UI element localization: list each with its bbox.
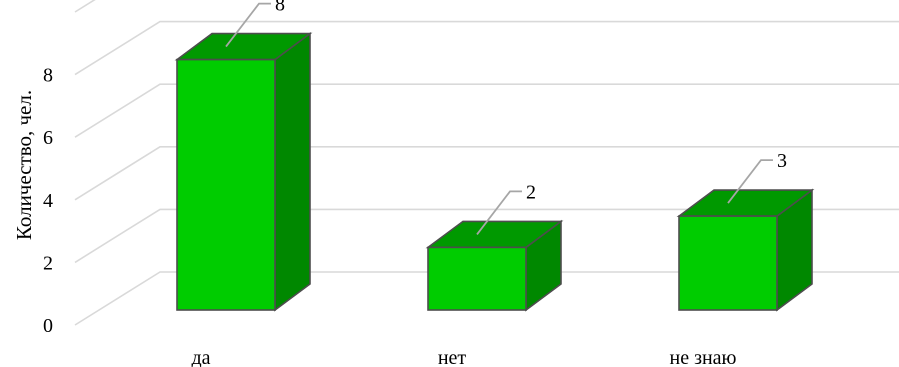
y-tick-label: 6 [43, 127, 53, 149]
bar-side [274, 32, 311, 312]
y-tick-label: 8 [43, 65, 53, 87]
x-category-label: нет [438, 347, 467, 367]
x-category-label: не знаю [669, 347, 736, 367]
y-tick-label: 4 [43, 190, 53, 212]
data-label-leader [225, 2, 271, 48]
bar-front [427, 246, 527, 311]
gridline [74, 146, 899, 201]
y-tick-label: 2 [43, 252, 53, 274]
y-axis-title: Количество, чел. [12, 90, 36, 240]
x-axis-labels: да нет не знаю [191, 347, 736, 367]
gridline [74, 83, 899, 138]
data-label: 3 [777, 150, 787, 172]
bar [676, 188, 815, 312]
data-label: 8 [275, 0, 285, 16]
gridline [74, 271, 899, 326]
bar [174, 32, 313, 312]
bar-front [176, 58, 276, 311]
gridline [74, 0, 96, 13]
data-label-leader [727, 159, 773, 204]
x-category-label: да [191, 347, 210, 367]
bars [174, 32, 815, 312]
gridline [74, 20, 899, 76]
data-labels: 8 2 3 [225, 0, 787, 235]
gridline [74, 208, 899, 264]
bar [425, 219, 564, 312]
data-label: 2 [526, 181, 536, 203]
bar-front [678, 215, 778, 311]
y-axis-ticks: 0 2 4 6 8 [43, 65, 53, 337]
y-tick-label: 0 [43, 315, 53, 337]
gridlines [74, 0, 899, 326]
data-label-leader [476, 190, 522, 235]
